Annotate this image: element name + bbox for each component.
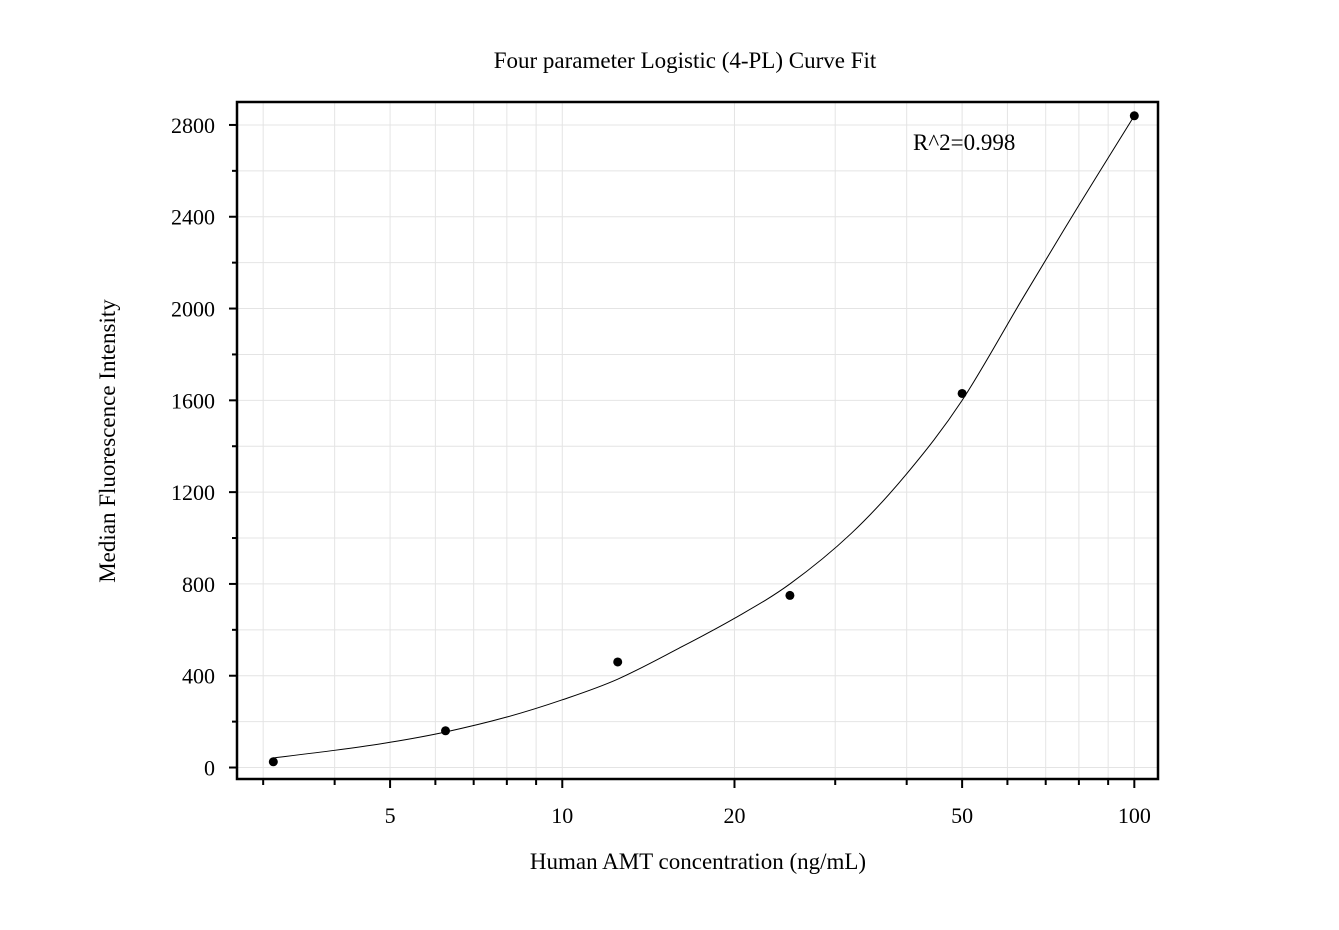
y-axis-label: Median Fluorescence Intensity <box>95 299 120 583</box>
plot-frame <box>235 100 1160 781</box>
y-tick-label: 1200 <box>171 480 215 505</box>
r-squared-annotation: R^2=0.998 <box>913 130 1015 155</box>
data-point <box>441 726 451 736</box>
fit-curve-layer <box>273 115 1135 759</box>
x-tick-label: 50 <box>951 803 973 828</box>
data-point <box>613 657 623 667</box>
y-tick-label: 2800 <box>171 113 215 138</box>
y-tick-label: 800 <box>182 572 215 597</box>
data-point <box>957 388 967 398</box>
x-tick-label: 5 <box>385 803 396 828</box>
x-axis-label: Human AMT concentration (ng/mL) <box>530 849 866 874</box>
y-tick-label: 400 <box>182 664 215 689</box>
axis-ticks <box>229 123 1136 788</box>
chart-title: Four parameter Logistic (4-PL) Curve Fit <box>494 48 877 73</box>
x-tick-label: 20 <box>723 803 745 828</box>
y-tick-label: 0 <box>204 756 215 781</box>
x-tick-label: 10 <box>551 803 573 828</box>
data-points <box>268 111 1139 767</box>
data-point <box>785 590 795 600</box>
fit-curve <box>273 115 1135 759</box>
y-tick-label: 2000 <box>171 297 215 322</box>
x-tick-label: 100 <box>1118 803 1151 828</box>
data-point <box>1129 111 1139 121</box>
y-tick-label: 1600 <box>171 388 215 413</box>
tick-labels: 0 400 800 1200 1600 2000 2400 2800 5 10 20 50 100 <box>171 113 1151 828</box>
data-point <box>268 757 278 767</box>
y-tick-label: 2400 <box>171 205 215 230</box>
grid <box>237 102 1158 779</box>
